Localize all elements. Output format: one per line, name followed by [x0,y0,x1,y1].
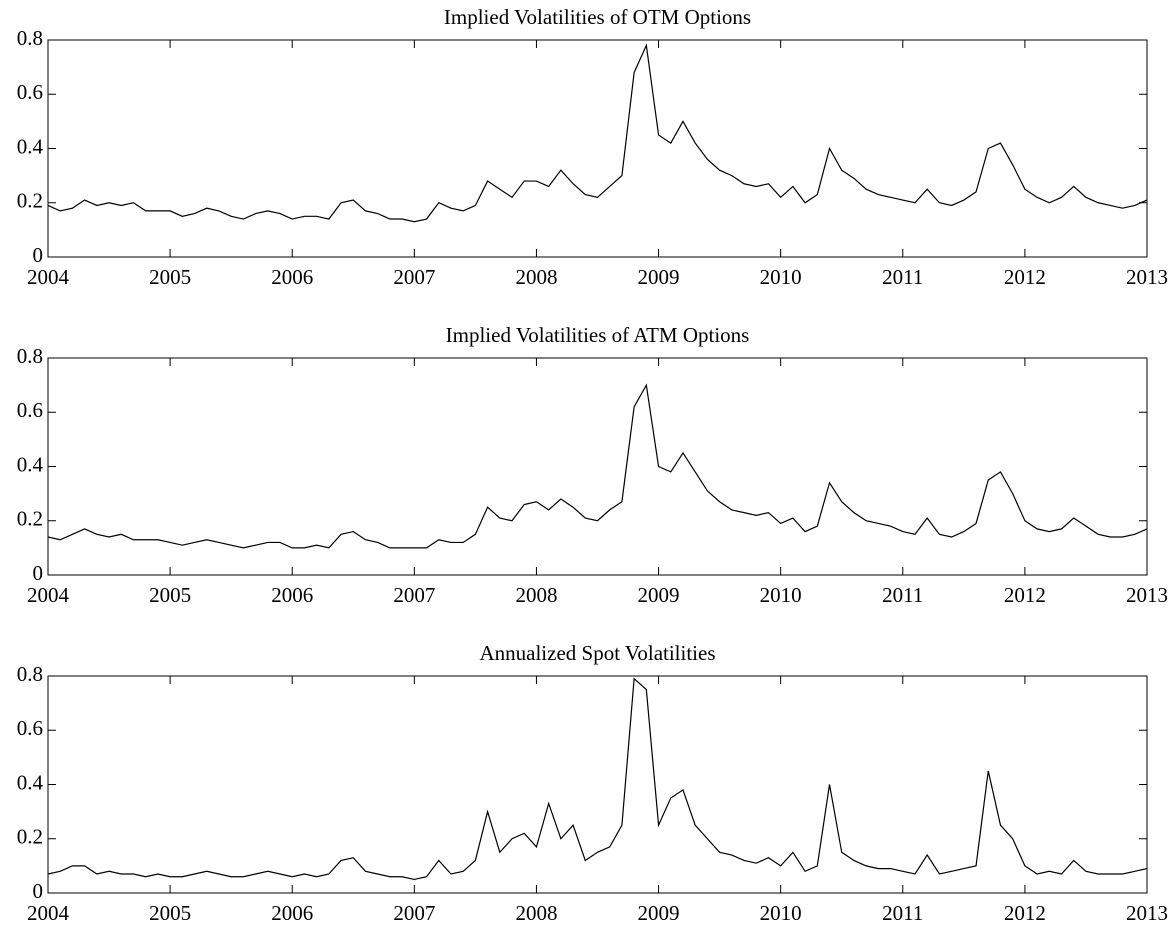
x-tick-label: 2011 [882,265,923,289]
plot-frame [47,357,1148,576]
x-tick-label: 2007 [393,265,435,289]
x-tick-label: 2013 [1126,583,1168,607]
y-tick-label: 0.4 [17,452,44,476]
x-tick-label: 2012 [1004,265,1046,289]
x-tick-label: 2011 [882,583,923,607]
x-tick-label: 2008 [515,583,557,607]
chart-title: Annualized Spot Volatilities [479,641,715,665]
x-tick-label: 2009 [638,901,680,925]
y-tick-label: 0.2 [17,189,43,213]
x-tick-label: 2004 [27,583,70,607]
y-tick-label: 0.8 [17,26,43,50]
x-tick-label: 2005 [149,901,191,925]
y-tick-label: 0 [33,879,44,903]
x-tick-label: 2010 [760,583,802,607]
y-tick-label: 0.8 [17,662,43,686]
x-tick-label: 2005 [149,265,191,289]
chart-title: Implied Volatilities of OTM Options [444,5,751,29]
x-tick-label: 2006 [271,901,313,925]
x-tick-label: 2009 [638,265,680,289]
x-tick-label: 2010 [760,265,802,289]
x-tick-label: 2012 [1004,901,1046,925]
y-tick-label: 0.6 [17,80,43,104]
x-tick-label: 2007 [393,583,435,607]
y-tick-label: 0.6 [17,398,43,422]
plot-frame [47,675,1148,894]
x-tick-label: 2009 [638,583,680,607]
y-tick-label: 0 [33,561,44,585]
x-tick-label: 2013 [1126,901,1168,925]
x-tick-label: 2007 [393,901,435,925]
x-tick-label: 2012 [1004,583,1046,607]
x-tick-label: 2010 [760,901,802,925]
plot-frame [47,39,1148,258]
y-tick-label: 0.2 [17,825,43,849]
x-tick-label: 2006 [271,583,313,607]
series-line [47,43,1148,223]
x-tick-label: 2004 [27,265,70,289]
y-tick-label: 0.4 [17,134,44,158]
x-tick-label: 2008 [515,265,557,289]
y-tick-label: 0.8 [17,344,43,368]
x-tick-label: 2011 [882,901,923,925]
series-line [47,383,1148,549]
x-tick-label: 2008 [515,901,557,925]
x-tick-label: 2004 [27,901,70,925]
y-tick-label: 0.2 [17,507,43,531]
chart-title: Implied Volatilities of ATM Options [446,323,750,347]
x-tick-label: 2013 [1126,265,1168,289]
x-tick-label: 2006 [271,265,313,289]
y-tick-label: 0.6 [17,716,43,740]
y-tick-label: 0.4 [17,770,44,794]
x-tick-label: 2005 [149,583,191,607]
series-line [47,677,1148,881]
y-tick-label: 0 [33,243,44,267]
